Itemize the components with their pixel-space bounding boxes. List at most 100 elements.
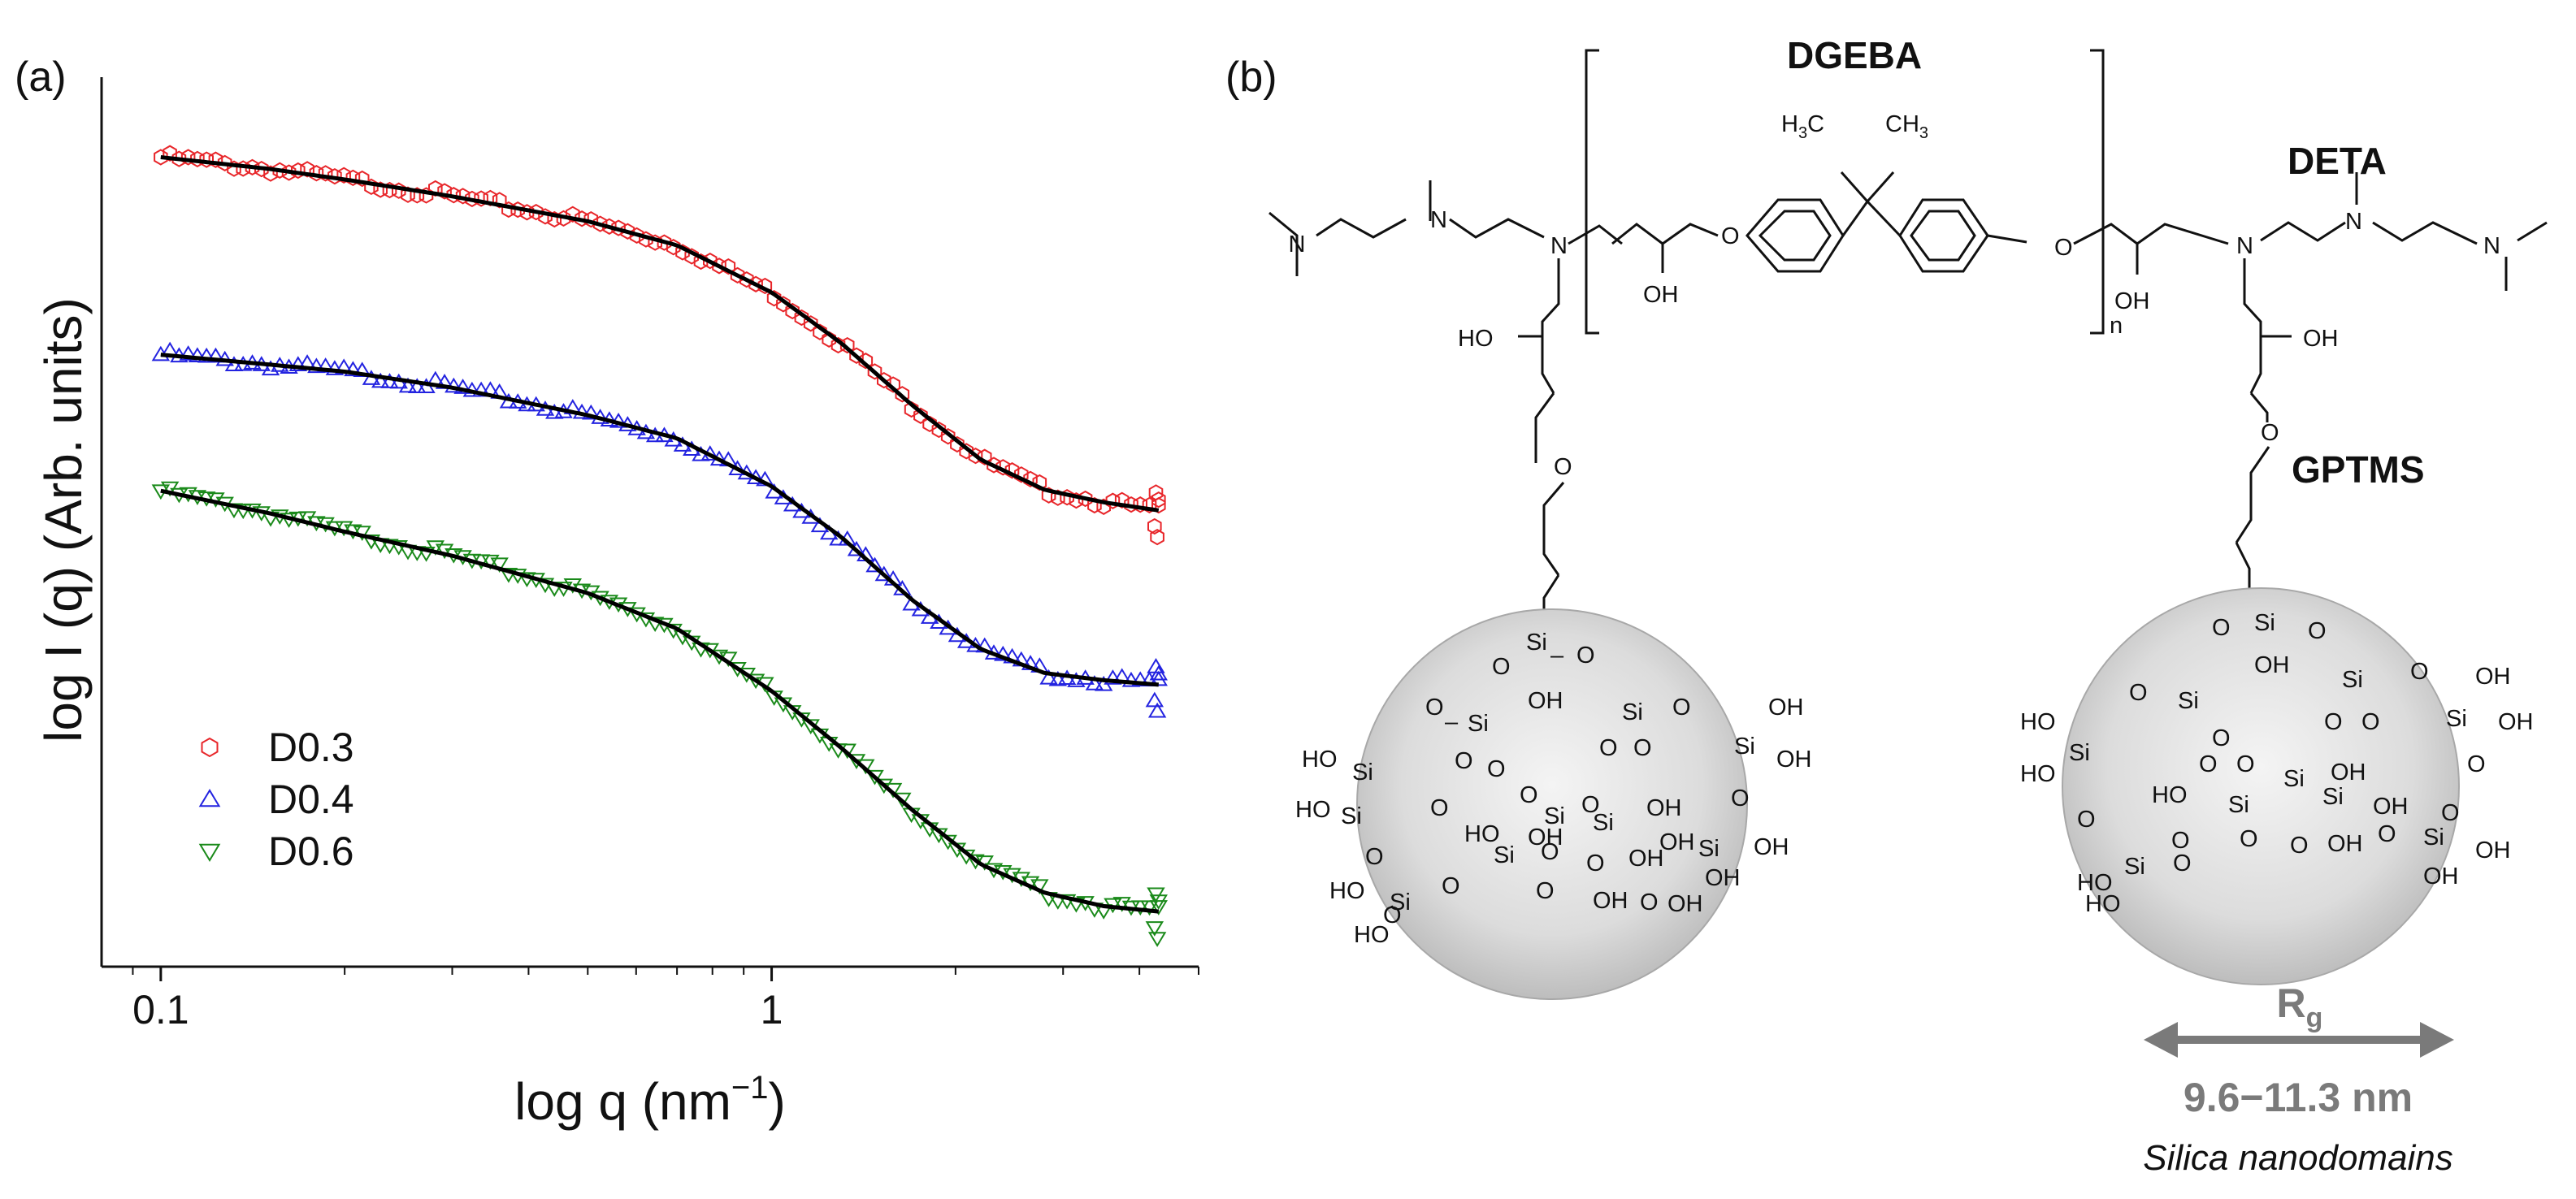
data-point-marker [1131, 671, 1150, 687]
data-point-marker [1147, 517, 1162, 535]
fit-line [160, 353, 1160, 687]
data-point-marker [179, 345, 197, 361]
svg-text:O: O [1383, 902, 1402, 928]
data-point-marker [307, 357, 326, 374]
data-point-marker [417, 547, 436, 562]
svg-text:O: O [1492, 654, 1511, 680]
svg-text:Si: Si [1341, 803, 1362, 829]
data-point-marker [154, 149, 168, 166]
data-point-marker [163, 145, 177, 162]
data-point-marker [611, 219, 626, 236]
data-point-marker [865, 769, 884, 786]
svg-text:O: O [2236, 751, 2255, 777]
svg-text:O: O [2171, 828, 2190, 854]
data-point-marker [224, 356, 244, 371]
svg-text:O: O [1633, 735, 1652, 761]
svg-text:Si: Si [2178, 688, 2199, 714]
data-point-marker [994, 645, 1013, 661]
data-point-marker [354, 170, 370, 188]
data-point-marker [582, 404, 601, 420]
svg-text:O: O [2441, 800, 2460, 826]
data-point-marker [959, 443, 974, 460]
data-point-marker [1004, 462, 1020, 479]
panel-b-structure: (b) DGEBA DETA GPTMS n N N N HO O [1225, 34, 2548, 1178]
data-point-marker [490, 557, 509, 574]
panel-a-chart: (a) log I (q) (Arb. units) 0.1 1 log q (n… [15, 54, 1199, 1131]
svg-text:OH: OH [1705, 865, 1741, 891]
svg-text:OH: OH [1593, 888, 1628, 914]
data-point-marker [1124, 496, 1138, 513]
svg-text:OH: OH [1768, 695, 1804, 721]
data-point-marker [1014, 466, 1029, 483]
series-D0.3 [154, 145, 1166, 546]
svg-text:O: O [2129, 680, 2148, 706]
svg-text:HO: HO [2085, 891, 2121, 917]
data-point-marker [1142, 496, 1157, 514]
data-point-marker [566, 206, 580, 223]
data-point-marker [300, 161, 314, 178]
svg-text:O: O [1581, 792, 1600, 818]
left-silica-network: Si – O O OH O – Si Si O OH O O Si OH O O… [1295, 630, 1812, 948]
data-point-marker [435, 543, 454, 560]
fit-line [160, 488, 1160, 914]
svg-text:OH: OH [1754, 834, 1789, 860]
right-silica-network: Si O O OH O Si Si O OH O O Si OH HO Si O… [2020, 610, 2534, 917]
svg-text:O: O [2077, 807, 2096, 833]
right-silica-sphere [2062, 587, 2460, 985]
svg-text:OH: OH [1646, 795, 1682, 821]
data-point-marker [757, 277, 773, 295]
data-point-marker [197, 347, 216, 363]
svg-text:OH: OH [2331, 760, 2366, 786]
svg-text:OH: OH [1528, 825, 1563, 851]
svg-text:Si: Si [2228, 792, 2249, 818]
data-point-marker [813, 323, 827, 340]
data-point-marker [693, 253, 709, 271]
left-deta-chain: N N N [1268, 180, 1623, 276]
data-point-marker [1039, 669, 1058, 685]
svg-text:OH: OH [2327, 831, 2363, 857]
svg-text:Si: Si [2342, 667, 2363, 693]
legend-label: D0.6 [268, 829, 354, 874]
svg-text:O: O [1442, 873, 1460, 899]
svg-text:Si: Si [2254, 610, 2275, 636]
repeat-n: n [2110, 313, 2123, 339]
svg-text:OH: OH [1776, 747, 1812, 773]
svg-text:O: O [1430, 795, 1449, 821]
data-point-marker [1085, 675, 1104, 690]
svg-text:O: O [2324, 709, 2343, 735]
data-point-marker [1150, 528, 1164, 546]
svg-text:O: O [2290, 833, 2309, 859]
silica-caption: Silica nanodomains [2143, 1138, 2453, 1178]
data-point-marker [371, 372, 390, 388]
data-point-marker [201, 737, 219, 758]
data-point-marker [171, 150, 187, 167]
data-point-marker [492, 192, 507, 209]
data-point-marker [465, 190, 479, 208]
svg-text:Si: Si [1352, 760, 1373, 786]
svg-text:O: O [1487, 756, 1506, 782]
data-point-marker [922, 415, 937, 433]
rg-arrow [2144, 1022, 2454, 1058]
svg-text:HO: HO [1295, 797, 1331, 823]
svg-text:HO: HO [2020, 761, 2056, 787]
svg-text:N: N [2236, 233, 2253, 259]
data-point-marker [977, 448, 992, 465]
svg-text:OH: OH [1528, 688, 1563, 714]
data-point-marker [380, 373, 399, 388]
data-point-marker [1149, 664, 1168, 681]
svg-text:OH: OH [2475, 838, 2511, 864]
svg-text:O: O [2173, 851, 2192, 877]
svg-text:O: O [2410, 659, 2429, 685]
svg-text:OH: OH [1659, 829, 1695, 855]
svg-text:O: O [2054, 235, 2073, 261]
ch3-group: CH3 [1885, 111, 1928, 142]
svg-text:OH: OH [1643, 282, 1679, 308]
panel-a-label: (a) [15, 54, 67, 101]
series-D0.6 [151, 481, 1168, 947]
data-point-marker [198, 789, 221, 807]
data-point-marker [1133, 496, 1147, 513]
svg-text:O: O [1455, 748, 1473, 774]
repeat-bracket-right [2090, 49, 2105, 335]
svg-text:O: O [1536, 878, 1555, 904]
